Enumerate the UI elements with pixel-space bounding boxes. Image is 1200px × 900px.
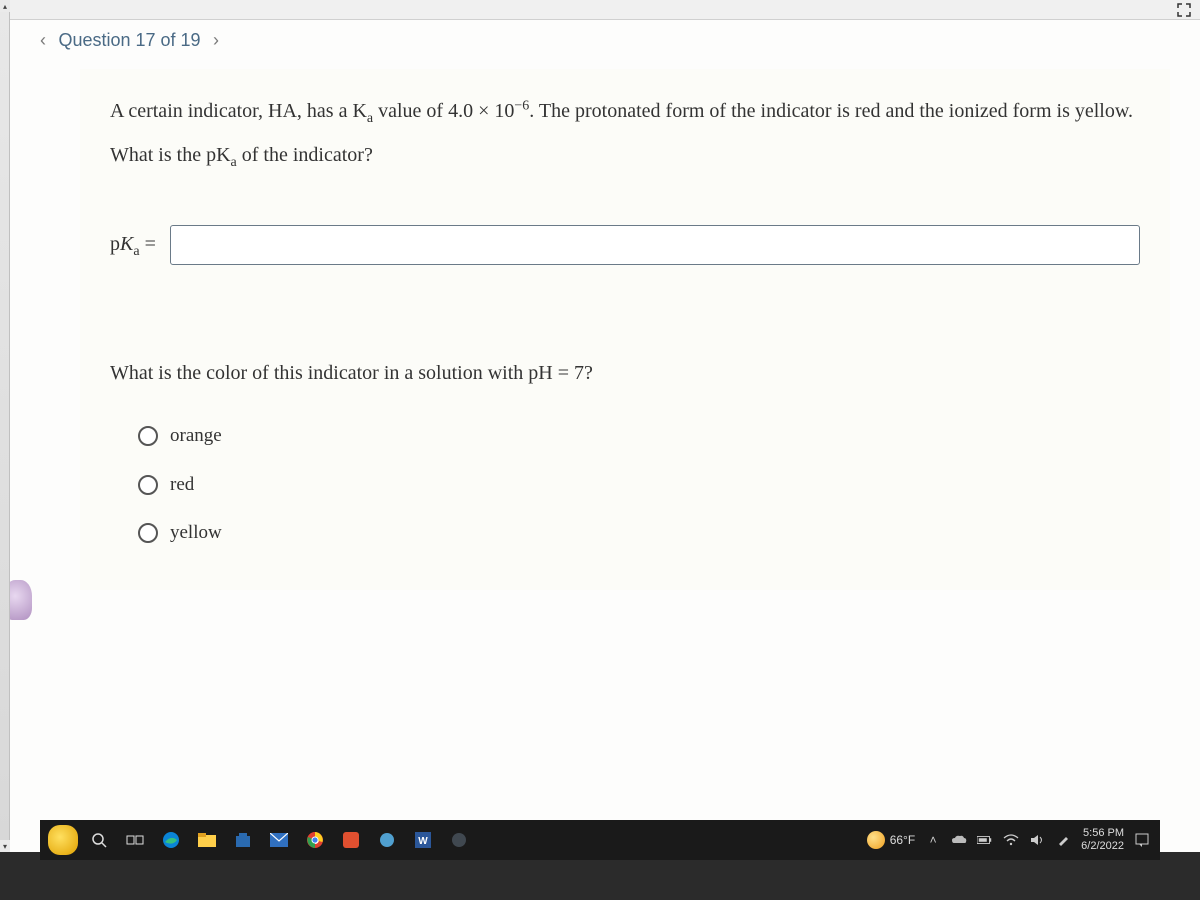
file-explorer-icon[interactable] xyxy=(192,825,222,855)
time-label: 5:56 PM xyxy=(1081,827,1124,840)
app-icon-2[interactable] xyxy=(372,825,402,855)
scroll-down-icon[interactable]: ▾ xyxy=(0,840,10,852)
notifications-icon[interactable] xyxy=(1134,832,1150,848)
sub-question-text: What is the color of this indicator in a… xyxy=(110,355,1140,391)
answer-row: pKa = xyxy=(110,225,1140,265)
mail-icon[interactable] xyxy=(264,825,294,855)
vertical-scrollbar[interactable]: ▴ ▾ xyxy=(0,0,10,852)
mascot-icon xyxy=(10,580,32,620)
date-label: 6/2/2022 xyxy=(1081,840,1124,853)
weather-icon xyxy=(867,831,885,849)
edge-icon[interactable] xyxy=(156,825,186,855)
pka-input[interactable] xyxy=(170,225,1140,265)
taskbar-left: W xyxy=(40,825,482,855)
question-nav: ‹ Question 17 of 19 › xyxy=(10,20,1200,55)
option-label: red xyxy=(170,468,194,502)
color-options: orange red yellow xyxy=(138,419,1140,550)
wifi-icon[interactable] xyxy=(1003,832,1019,848)
option-orange[interactable]: orange xyxy=(138,419,1140,453)
browser-toolbar xyxy=(10,0,1200,20)
pka-label: pKa = xyxy=(110,226,156,264)
option-yellow[interactable]: yellow xyxy=(138,516,1140,550)
option-red[interactable]: red xyxy=(138,468,1140,502)
start-button[interactable] xyxy=(48,825,78,855)
monitor-frame: ▴ ▾ ‹ Question 17 of 19 › A certain indi… xyxy=(0,0,1200,900)
svg-text:W: W xyxy=(418,836,428,847)
app-icon-3[interactable] xyxy=(444,825,474,855)
clock[interactable]: 5:56 PM 6/2/2022 xyxy=(1081,827,1124,852)
word-icon[interactable]: W xyxy=(408,825,438,855)
question-text-line-2: What is the pKa of the indicator? xyxy=(110,137,1140,175)
radio-icon[interactable] xyxy=(138,475,158,495)
battery-icon[interactable] xyxy=(977,832,993,848)
quiz-app: ‹ Question 17 of 19 › A certain indicato… xyxy=(10,20,1200,852)
search-button[interactable] xyxy=(84,825,114,855)
radio-icon[interactable] xyxy=(138,523,158,543)
app-icon-1[interactable] xyxy=(336,825,366,855)
store-icon[interactable] xyxy=(228,825,258,855)
question-text-line-1: A certain indicator, HA, has a Ka value … xyxy=(110,93,1140,131)
question-card: A certain indicator, HA, has a Ka value … xyxy=(80,69,1170,590)
chevron-up-icon[interactable]: ˄ xyxy=(925,832,941,848)
option-label: orange xyxy=(170,419,222,453)
temperature-label: 66°F xyxy=(890,833,915,847)
system-tray: 66°F ˄ 5:56 PM 6/2/2022 xyxy=(867,827,1160,852)
weather-widget[interactable]: 66°F xyxy=(867,831,915,849)
radio-icon[interactable] xyxy=(138,426,158,446)
chrome-icon[interactable] xyxy=(300,825,330,855)
next-question-button[interactable]: › xyxy=(205,30,227,51)
option-label: yellow xyxy=(170,516,222,550)
fullscreen-icon[interactable] xyxy=(1174,2,1194,18)
volume-icon[interactable] xyxy=(1029,832,1045,848)
windows-taskbar[interactable]: W 66°F ˄ xyxy=(40,820,1160,860)
pen-icon[interactable] xyxy=(1055,832,1071,848)
prev-question-button[interactable]: ‹ xyxy=(32,30,54,51)
scroll-up-icon[interactable]: ▴ xyxy=(0,0,10,12)
question-counter-label: Question 17 of 19 xyxy=(58,30,200,51)
task-view-button[interactable] xyxy=(120,825,150,855)
onedrive-icon[interactable] xyxy=(951,832,967,848)
